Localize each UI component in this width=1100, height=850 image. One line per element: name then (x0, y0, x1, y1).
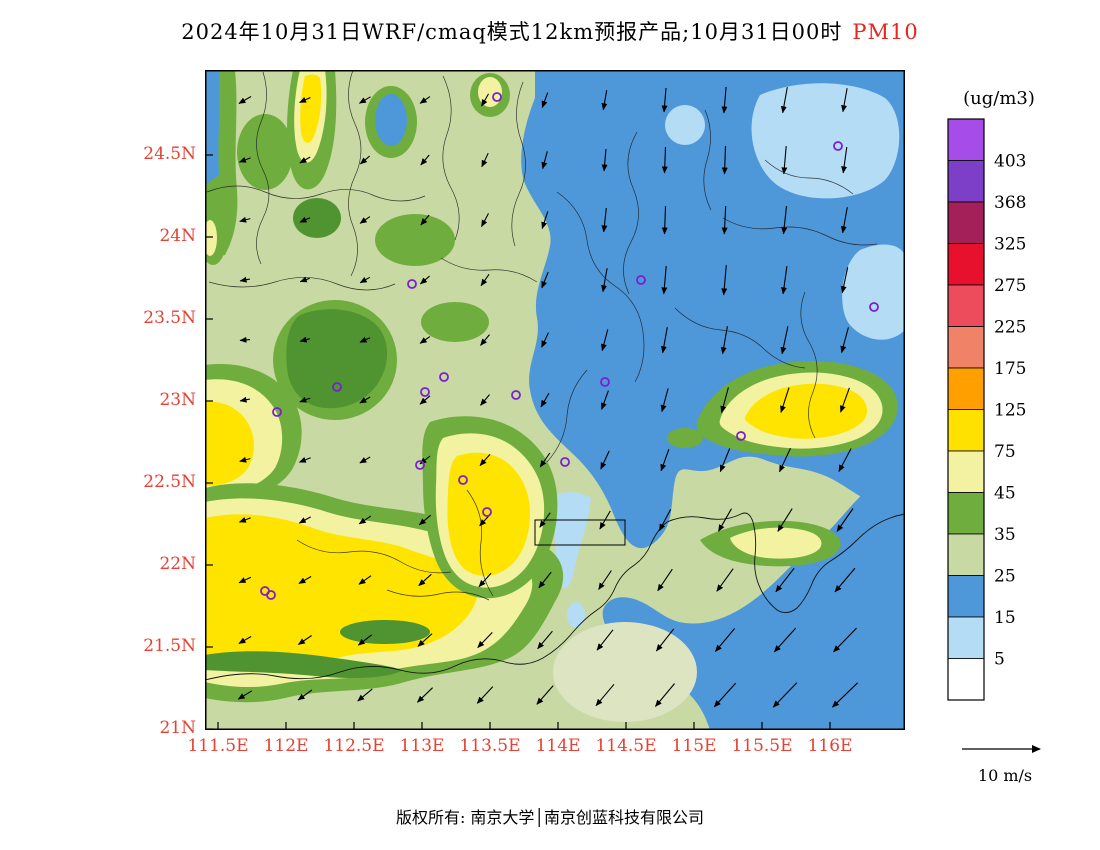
contour-region-nw-g3 (421, 302, 489, 342)
colorbar-label: 75 (994, 442, 1016, 462)
lon-tick-label: 112E (251, 736, 321, 756)
lat-tick-label: 23N (134, 390, 196, 410)
map-panel (205, 70, 905, 730)
lon-tick-label: 114E (523, 736, 593, 756)
contour-region-sw-dg (340, 620, 430, 644)
map-canvas (205, 70, 905, 730)
colorbar-label: 15 (994, 608, 1016, 628)
colorbar-segment (948, 576, 984, 618)
colorbar-segment (948, 327, 984, 369)
colorbar-label: 45 (994, 484, 1016, 504)
contour-region-lightblue-1 (752, 83, 900, 198)
lat-tick-label: 24N (134, 226, 196, 246)
colorbar-label: 225 (994, 318, 1026, 338)
colorbar-segment (948, 451, 984, 493)
colorbar-label: 175 (994, 359, 1026, 379)
colorbar: 403 368 325 275 225 175 125 75 45 35 25 15 5 (944, 115, 1074, 715)
page-title: 2024年10月31日WRF/cmaq模式12km预报产品;10月31日00时 P… (0, 16, 1100, 46)
contour-region-n-py (478, 77, 502, 107)
lat-tick-label: 22.5N (134, 472, 196, 492)
colorbar-label: 403 (994, 152, 1026, 172)
lat-tick-label: 24.5N (134, 144, 196, 164)
footer-credit: 版权所有: 南京大学│南京创蓝科技有限公司 (0, 804, 1100, 828)
colorbar-segment (948, 161, 984, 203)
colorbar-label: 275 (994, 276, 1026, 296)
lat-tick-label: 21.5N (134, 636, 196, 656)
colorbar-segment (948, 617, 984, 659)
colorbar-label: 325 (994, 235, 1026, 255)
lon-tick-label: 112.5E (319, 736, 389, 756)
title-pollutant: PM10 (852, 20, 918, 44)
colorbar-segment (948, 659, 984, 701)
lon-tick-label: 115E (659, 736, 729, 756)
colorbar-label: 125 (994, 401, 1026, 421)
colorbar-segment (948, 285, 984, 327)
lat-tick-label: 21N (134, 718, 196, 738)
contour-region-tl-blue (205, 70, 220, 185)
wind-scale-label: 10 m/s (940, 766, 1070, 785)
lon-tick-label: 113E (387, 736, 457, 756)
lon-tick-label: 116E (795, 736, 865, 756)
lon-tick-label: 113.5E (455, 736, 525, 756)
contour-region-oval-blue (375, 94, 407, 146)
lat-tick-label: 22N (134, 554, 196, 574)
colorbar-label: 5 (994, 650, 1005, 670)
lon-tick-label: 111.5E (183, 736, 253, 756)
colorbar-segment (948, 119, 984, 161)
contour-region-nw-g1 (375, 214, 455, 266)
colorbar-segment (948, 368, 984, 410)
colorbar-unit: (ug/m3) (944, 88, 1054, 109)
lon-tick-label: 115.5E (727, 736, 797, 756)
colorbar-segment (948, 244, 984, 286)
colorbar-segment (948, 410, 984, 452)
colorbar-segment (948, 202, 984, 244)
colorbar-label: 368 (994, 193, 1026, 213)
colorbar-panel: (ug/m3) 403 368 325 275 225 175 125 75 45 35 25 15 5 (944, 88, 1094, 719)
lon-tick-label: 114.5E (591, 736, 661, 756)
lat-tick-label: 23.5N (134, 308, 196, 328)
contour-region-nw-dgreen-2 (293, 198, 341, 238)
colorbar-label: 35 (994, 525, 1016, 545)
colorbar-segment (948, 493, 984, 535)
wind-scale-arrow (940, 736, 1070, 762)
wind-scale: 10 m/s (940, 736, 1070, 785)
colorbar-segment (948, 534, 984, 576)
title-text: 2024年10月31日WRF/cmaq模式12km预报产品;10月31日00时 (181, 20, 842, 44)
colorbar-label: 25 (994, 567, 1016, 587)
contour-region-paleland (553, 622, 697, 722)
contour-region-east-tail (667, 428, 703, 448)
contour-region-nw-g2 (237, 114, 293, 190)
contour-region-lightblue-3 (665, 105, 705, 145)
contour-region-estuary-2 (567, 602, 585, 628)
